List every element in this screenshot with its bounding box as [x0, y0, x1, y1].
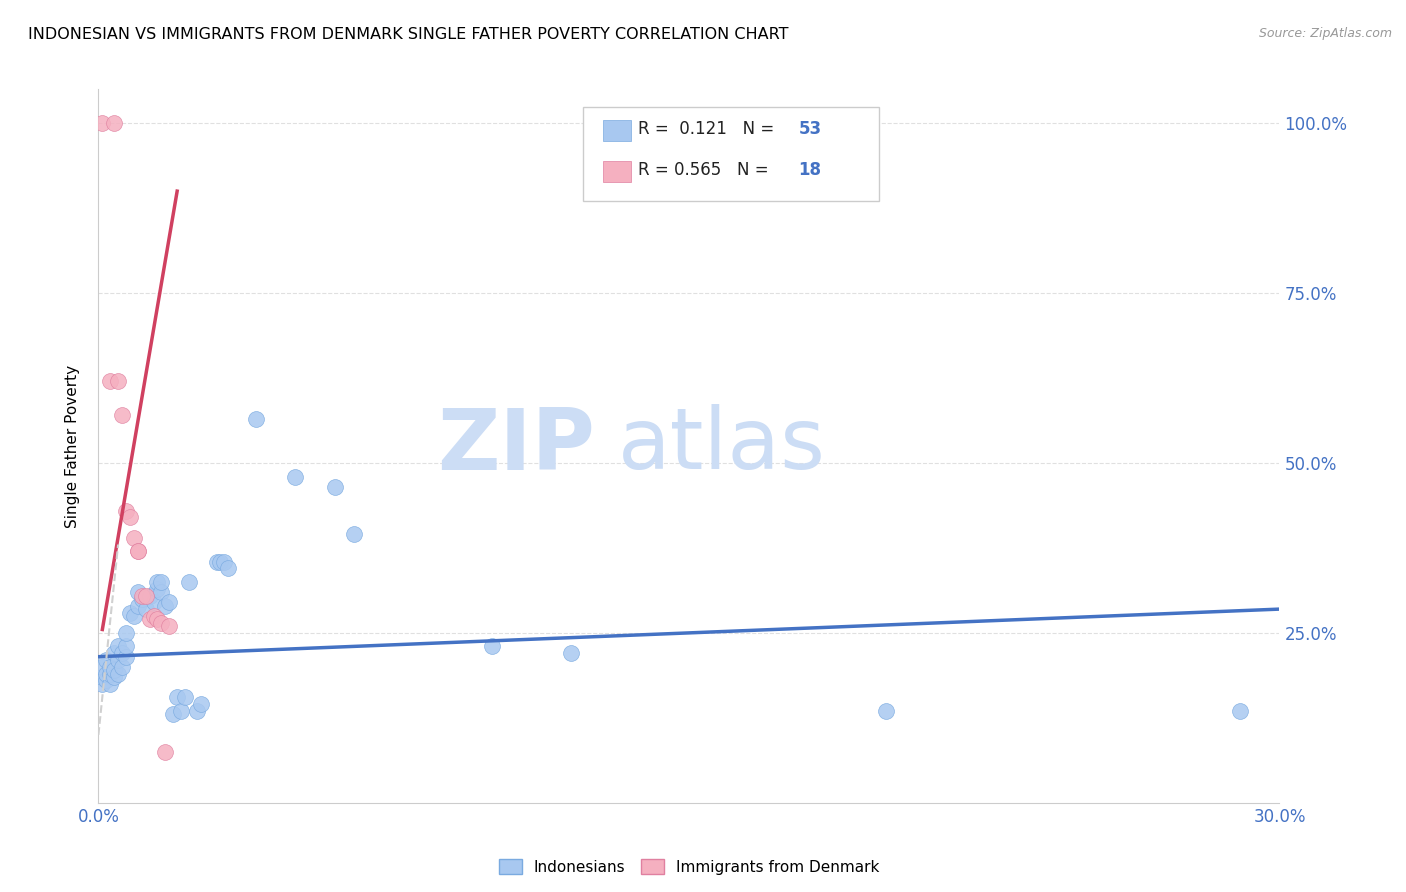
Point [127, 544, 149, 558]
Point [111, 409, 134, 423]
Point [135, 589, 157, 603]
Point [146, 582, 169, 596]
Point [481, 640, 503, 654]
Point [118, 510, 141, 524]
Text: Source: ZipAtlas.com: Source: ZipAtlas.com [1258, 27, 1392, 40]
Point [98, 666, 121, 681]
Point [209, 555, 232, 569]
Point [174, 690, 197, 705]
Point [150, 615, 173, 630]
Point [107, 375, 129, 389]
Point [135, 602, 157, 616]
Y-axis label: Single Father Poverty: Single Father Poverty [65, 365, 80, 527]
Point [186, 704, 208, 718]
Point [98, 375, 121, 389]
Point [138, 589, 160, 603]
Text: INDONESIAN VS IMMIGRANTS FROM DENMARK SINGLE FATHER POVERTY CORRELATION CHART: INDONESIAN VS IMMIGRANTS FROM DENMARK SI… [28, 27, 789, 42]
Text: 18: 18 [799, 161, 821, 179]
Point [107, 640, 129, 654]
Point [343, 527, 366, 541]
Point [111, 660, 134, 674]
Point [214, 555, 236, 569]
Point [98, 660, 121, 674]
Point [103, 663, 125, 677]
Point [146, 574, 169, 589]
Point [155, 599, 177, 613]
Point [96, 673, 118, 688]
Point [170, 704, 193, 718]
Point [284, 469, 307, 483]
Point [103, 646, 125, 660]
Text: ZIP: ZIP [437, 404, 595, 488]
Point [157, 619, 180, 633]
Point [142, 595, 165, 609]
Point [118, 606, 141, 620]
Point [96, 666, 118, 681]
Point [127, 544, 149, 558]
Point [190, 698, 212, 712]
Point [115, 503, 138, 517]
Point [103, 116, 125, 130]
Point [323, 480, 346, 494]
Legend: Indonesians, Immigrants from Denmark: Indonesians, Immigrants from Denmark [492, 853, 886, 880]
Point [245, 412, 267, 426]
Point [91, 677, 114, 691]
Point [560, 646, 582, 660]
Point [91, 670, 114, 684]
Point [205, 555, 228, 569]
Point [138, 612, 160, 626]
Text: atlas: atlas [619, 404, 827, 488]
Point [875, 704, 897, 718]
Point [127, 599, 149, 613]
Point [177, 574, 200, 589]
Point [146, 612, 169, 626]
Point [107, 666, 129, 681]
Point [142, 608, 165, 623]
Text: R = 0.565   N =: R = 0.565 N = [638, 161, 775, 179]
Text: 53: 53 [799, 120, 821, 138]
Point [115, 640, 138, 654]
Point [1229, 704, 1251, 718]
Point [91, 116, 114, 130]
Point [103, 670, 125, 684]
Point [162, 707, 184, 722]
Point [98, 677, 121, 691]
Point [150, 585, 173, 599]
Point [217, 561, 239, 575]
Point [122, 531, 145, 545]
Point [166, 690, 188, 705]
Point [131, 589, 153, 603]
Point [115, 649, 138, 664]
Point [157, 595, 180, 609]
Point [122, 608, 145, 623]
Text: R =  0.121   N =: R = 0.121 N = [638, 120, 780, 138]
Point [127, 585, 149, 599]
Point [91, 660, 114, 674]
Point [111, 646, 134, 660]
Point [155, 745, 177, 759]
Point [96, 653, 118, 667]
Point [115, 626, 138, 640]
Point [150, 574, 173, 589]
Point [107, 653, 129, 667]
Point [131, 591, 153, 606]
